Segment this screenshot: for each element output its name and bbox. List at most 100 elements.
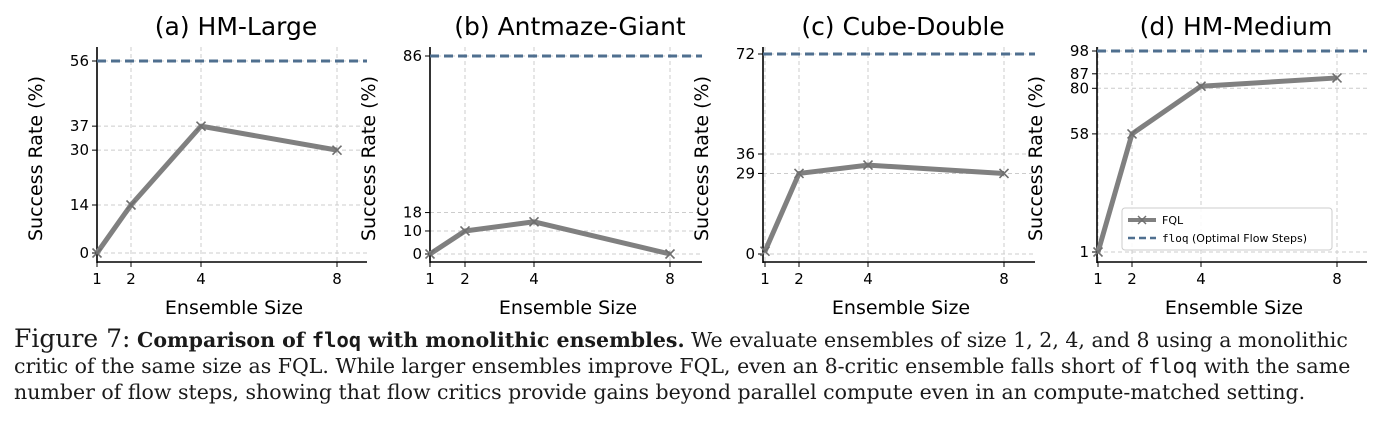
- y-tick-label: 29: [736, 164, 755, 182]
- data-point-marker: [664, 248, 676, 260]
- y-tick-label: 86: [403, 47, 422, 65]
- x-tick-label: 8: [665, 270, 675, 288]
- chart-title: (b) Antmaze-Giant: [454, 12, 686, 41]
- legend-marker-stroke: [1137, 215, 1147, 225]
- y-tick-label: 87: [1070, 65, 1089, 83]
- data-point-marker: [125, 199, 137, 211]
- series-line-fql: [94, 123, 338, 255]
- series-line-fql: [762, 162, 1005, 253]
- x-axis-label: Ensemble Size: [499, 297, 637, 319]
- marker-stroke: [424, 248, 436, 260]
- marker-stroke: [125, 199, 137, 211]
- x-tick-label: 1: [760, 270, 770, 288]
- data-point-marker: [998, 168, 1010, 179]
- caption-label: Figure 7:: [14, 324, 131, 353]
- x-tick-label: 8: [999, 270, 1009, 288]
- data-point-marker: [1126, 128, 1138, 139]
- chart-panel-1: (a) HM-Large 0 14 30 37 56 1 2 4 8 Ensemble Size Su…: [25, 12, 367, 319]
- y-tick-label: 98: [1070, 42, 1089, 60]
- chart-legend: FQL floq (Optimal Flow Steps): [1121, 207, 1333, 251]
- x-axis-label: Ensemble Size: [165, 297, 303, 319]
- marker-stroke: [998, 168, 1010, 179]
- legend-label-floq: floq (Optimal Flow Steps): [1162, 232, 1307, 245]
- x-tick-label: 8: [332, 270, 342, 288]
- y-tick-label: 37: [70, 117, 89, 135]
- caption-mono2: floq: [1147, 354, 1198, 378]
- y-tick-label: 80: [1070, 79, 1089, 97]
- data-point-marker: [195, 121, 207, 132]
- data-point-marker: [862, 160, 874, 171]
- data-point-marker: [424, 248, 436, 260]
- legend-box: [1121, 207, 1333, 251]
- y-tick-label: 14: [70, 196, 89, 214]
- y-axis-label: Success Rate (%): [1025, 76, 1047, 241]
- data-point-marker: [1195, 81, 1207, 92]
- x-tick-label: 4: [863, 270, 873, 288]
- x-tick-label: 8: [1332, 270, 1342, 288]
- data-point-marker: [331, 145, 343, 156]
- marker-stroke: [664, 248, 676, 260]
- marker-stroke: [1126, 128, 1138, 139]
- x-tick-label: 4: [1196, 270, 1206, 288]
- marker-stroke: [459, 225, 471, 237]
- series-line-fql: [1095, 75, 1338, 253]
- chart-title: (a) HM-Large: [155, 12, 318, 41]
- data-point-marker: [1092, 246, 1104, 258]
- x-tick-label: 4: [529, 270, 539, 288]
- marker-stroke: [1092, 246, 1104, 258]
- marker-stroke: [91, 247, 103, 259]
- marker-stroke: [759, 246, 771, 257]
- x-tick-label: 1: [92, 270, 102, 288]
- x-tick-label: 2: [460, 270, 470, 288]
- x-axis-label: Ensemble Size: [1165, 297, 1303, 319]
- marker-stroke: [793, 168, 805, 179]
- legend-label-fql: FQL: [1162, 214, 1184, 227]
- chart-title: (d) HM-Medium: [1140, 12, 1333, 41]
- marker-stroke: [862, 160, 874, 171]
- y-tick-label: 36: [736, 145, 755, 163]
- y-tick-label: 0: [79, 244, 89, 262]
- marker-stroke: [331, 145, 343, 156]
- y-tick-label: 10: [403, 222, 422, 240]
- data-point-marker: [528, 216, 540, 227]
- data-point-marker: [759, 246, 771, 257]
- data-point-marker: [793, 168, 805, 179]
- x-tick-label: 2: [126, 270, 136, 288]
- x-tick-label: 2: [1127, 270, 1137, 288]
- series-line-fql: [428, 219, 671, 257]
- y-tick-label: 0: [745, 245, 755, 263]
- y-axis-label: Success Rate (%): [25, 76, 47, 241]
- y-axis-label: Success Rate (%): [691, 76, 713, 241]
- caption-text2: with the same number of flow steps, show…: [14, 354, 1351, 404]
- y-tick-label: 58: [1070, 125, 1089, 143]
- y-axis-label: Success Rate (%): [358, 76, 380, 241]
- y-tick-label: 56: [70, 52, 89, 70]
- data-point-marker: [459, 225, 471, 237]
- y-tick-label: 30: [70, 141, 89, 159]
- x-tick-label: 1: [1093, 270, 1103, 288]
- chart-title: (c) Cube-Double: [801, 12, 1004, 41]
- marker-stroke: [1331, 72, 1343, 84]
- data-point-marker: [91, 247, 103, 259]
- caption-bold-part2: with monolithic ensembles.: [361, 328, 685, 352]
- x-tick-label: 4: [196, 270, 206, 288]
- marker-stroke: [528, 216, 540, 227]
- x-tick-label: 1: [425, 270, 435, 288]
- marker-stroke: [1195, 81, 1207, 92]
- marker-stroke: [195, 121, 207, 132]
- y-tick-label: 18: [403, 204, 422, 222]
- y-tick-label: 0: [412, 245, 422, 263]
- figure-caption: Figure 7: Comparison of floq with monoli…: [14, 326, 1370, 405]
- data-point-marker: [1331, 72, 1343, 84]
- x-axis-label: Ensemble Size: [832, 297, 970, 319]
- y-tick-label: 72: [736, 45, 755, 63]
- x-tick-label: 2: [794, 270, 804, 288]
- caption-bold-mono: floq: [311, 328, 362, 352]
- caption-text1: We evaluate ensembles of size 1, 2, 4, a…: [14, 328, 1348, 378]
- caption-bold-part1: Comparison of: [137, 328, 312, 352]
- y-tick-label: 1: [1079, 243, 1089, 261]
